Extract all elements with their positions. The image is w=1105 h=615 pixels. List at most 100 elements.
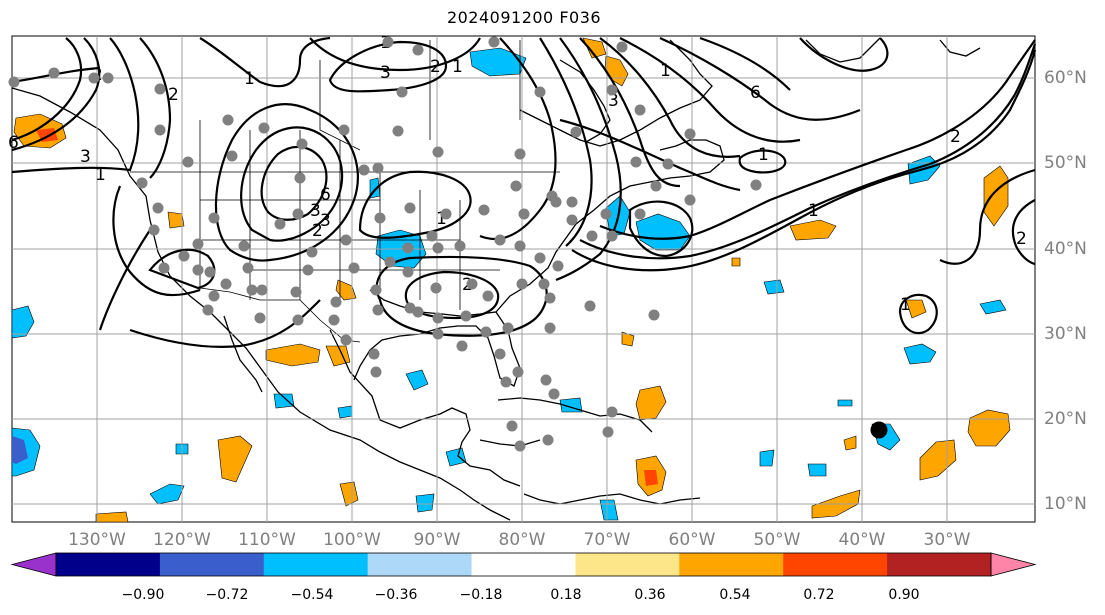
contour-label: 1: [758, 145, 769, 165]
contour-labels: 1 2 3 6 1 2 3 1 2 1 3 6 3 2 1 2 3 1 6 1 …: [8, 33, 1027, 315]
station-dot: [158, 262, 170, 274]
station-dot: [338, 124, 350, 136]
colorbar-segment: [159, 553, 265, 576]
positive-blob: [644, 470, 658, 486]
coastline: [523, 493, 701, 505]
station-dot: [294, 172, 306, 184]
station-dot: [514, 240, 526, 252]
colorbar-segment: [783, 553, 888, 576]
positive-blob: [621, 331, 635, 347]
contour-line: [328, 40, 448, 93]
contour-line: [199, 36, 331, 88]
station-dot: [254, 312, 266, 324]
coastline: [11, 87, 511, 521]
coastline: [519, 39, 713, 147]
negative-blob: [12, 436, 28, 464]
colorbar-segment: [367, 553, 473, 576]
station-dot: [494, 234, 506, 246]
station-dot: [466, 278, 478, 290]
station-dot: [518, 208, 530, 220]
station-dot: [602, 426, 614, 438]
negative-blob: [807, 463, 827, 477]
station-dot: [154, 83, 166, 95]
colorbar-extend-low: [10, 552, 57, 577]
station-dot: [662, 158, 674, 170]
station-dot: [606, 230, 618, 242]
station-dot: [208, 290, 220, 302]
contour-line: [699, 36, 791, 91]
contour-line: [112, 185, 201, 297]
positive-blob: [789, 219, 837, 241]
contour-label: 1: [900, 295, 911, 315]
station-dot: [330, 296, 342, 308]
longitude-labels: 130°W 120°W 110°W 100°W 90°W 80°W 70°W 6…: [68, 530, 971, 550]
contour-line: [628, 200, 694, 258]
station-dot: [600, 208, 612, 220]
station-dot: [750, 179, 762, 191]
station-dot: [396, 86, 408, 98]
lon-label: 90°W: [414, 530, 461, 550]
lon-label: 100°W: [323, 530, 381, 550]
station-dot: [372, 162, 384, 174]
lon-label: 130°W: [68, 530, 126, 550]
contour-line: [738, 149, 787, 174]
colorbar-tick-label: 0.36: [634, 587, 665, 603]
contour-line: [11, 37, 83, 142]
colorbar-tick-label: −0.72: [206, 587, 249, 603]
negative-blob: [11, 305, 35, 339]
station-dot: [372, 304, 384, 316]
station-dot: [220, 278, 232, 290]
contour-label: 1: [244, 69, 255, 89]
positive-blob: [905, 299, 927, 319]
station-dot: [514, 148, 526, 160]
negative-blob: [635, 213, 691, 251]
contour-line: [579, 37, 681, 188]
station-dot: [148, 224, 160, 236]
station-dot: [432, 328, 444, 340]
contour-line: [1011, 199, 1036, 266]
contour-line: [479, 37, 557, 241]
contour-line: [599, 37, 741, 158]
station-dot: [246, 284, 258, 296]
station-dot: [454, 240, 466, 252]
lat-label: 20°N: [1044, 409, 1087, 429]
station-dot: [634, 104, 646, 116]
positive-blob: [167, 211, 185, 229]
contour-line: [939, 168, 1036, 265]
contour-line: [799, 37, 889, 72]
colorbar-outline: [55, 552, 992, 577]
station-dot: [440, 208, 452, 220]
station-dot: [538, 278, 550, 290]
contour-line: [148, 248, 216, 290]
contour-line: [619, 37, 801, 143]
lon-label: 80°W: [499, 530, 546, 550]
station-dot: [606, 84, 618, 96]
station-dot: [136, 177, 148, 189]
coastline: [329, 329, 521, 487]
negative-blob: [979, 299, 1007, 315]
station-dot: [292, 208, 304, 220]
contour-line: [358, 170, 472, 239]
station-dot: [512, 366, 524, 378]
colorbar-segment: [575, 553, 680, 576]
lat-label: 50°N: [1044, 153, 1087, 173]
station-dot: [534, 252, 546, 264]
coastline: [805, 37, 881, 63]
station-dot: [482, 290, 494, 302]
station-dot: [8, 76, 20, 88]
station-dot: [544, 292, 556, 304]
station-dot: [226, 150, 238, 162]
station-dot: [192, 238, 204, 250]
colorbar-tick-label: 0.54: [719, 587, 750, 603]
contour-label: 3: [608, 91, 619, 111]
station-dot: [534, 86, 546, 98]
station-dot: [634, 208, 646, 220]
map-title: 2024091200 F036: [446, 8, 602, 27]
station-dot: [182, 156, 194, 168]
station-dot: [586, 230, 598, 242]
lat-label: 40°N: [1044, 239, 1087, 259]
station-dot: [650, 180, 662, 192]
storm-marker: [870, 421, 888, 439]
lon-label: 110°W: [238, 530, 296, 550]
